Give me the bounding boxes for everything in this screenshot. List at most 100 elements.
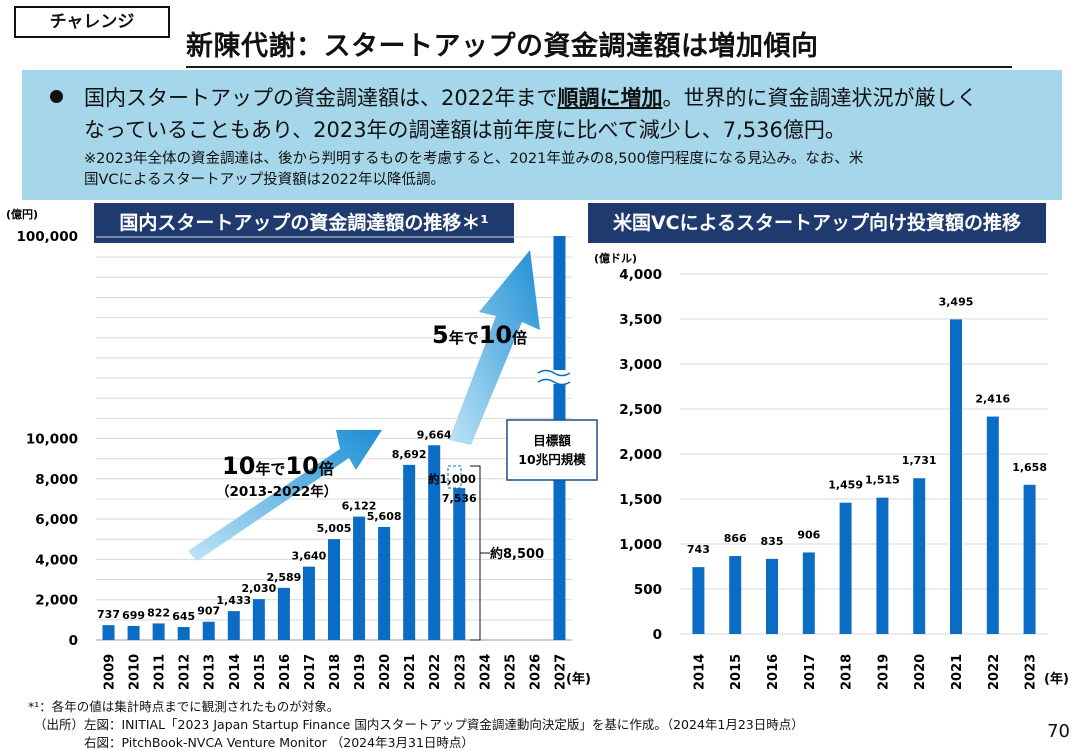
right-ytick-label: 4,000 — [619, 267, 662, 283]
source-right: 右図：PitchBook-NVCA Venture Monitor （2024年… — [84, 735, 474, 750]
right-xtick-label: 2014 — [692, 654, 707, 690]
right-value-label: 2,416 — [975, 393, 1010, 406]
arrow-5y-label: 5年で10倍 — [432, 321, 527, 349]
axis-break — [536, 370, 572, 384]
left-xtick-label: 2011 — [153, 654, 168, 690]
arrow-5y-end: 倍 — [512, 329, 527, 347]
left-xtick-label: 2026 — [528, 654, 543, 690]
projection-dashed-box — [447, 465, 462, 489]
left-bar-2011 — [152, 623, 165, 640]
left-ytick-label: 6,000 — [35, 512, 78, 528]
left-xtick-label: 2014 — [228, 654, 243, 690]
left-ytick-label: 2,000 — [35, 593, 78, 609]
left-ytick-label: 100,000 — [17, 229, 79, 245]
right-bar-2017 — [802, 552, 815, 634]
left-bar-2009 — [102, 625, 115, 640]
left-ytick-label: 10,000 — [26, 432, 78, 448]
left-bar-2015 — [252, 599, 265, 640]
arrow-10y-mid: 年で — [255, 460, 285, 478]
summary-note-2: 国VCによるスタートアップ投資額は2022年以降低調。 — [84, 172, 446, 188]
left-value-label: 737 — [97, 608, 120, 621]
right-xtick-label: 2017 — [803, 654, 818, 690]
left-value-label: 7,536 — [442, 492, 477, 505]
left-xtick-label: 2025 — [503, 654, 518, 690]
target-line-1: 目標額 — [533, 433, 571, 448]
left-xtick-label: 2012 — [178, 654, 193, 690]
growth-arrow-10y-body — [188, 430, 382, 561]
source-left: （出所）左図：INITIAL「2023 Japan Startup Financ… — [34, 717, 804, 732]
right-bar-2014 — [692, 567, 705, 634]
left-bar-2016 — [277, 587, 290, 640]
target-box — [506, 419, 598, 481]
left-value-label: 5,608 — [367, 510, 402, 523]
left-value-label: 699 — [122, 609, 145, 622]
left-ytick-label: 4,000 — [35, 552, 78, 568]
left-year-unit: (年) — [566, 671, 591, 687]
left-ytick-label: 8,000 — [35, 472, 78, 488]
left-xtick-label: 2021 — [403, 654, 418, 690]
right-ytick-label: 3,500 — [619, 312, 662, 328]
left-xtick-label: 2019 — [353, 654, 368, 690]
challenge-tag: チャレンジ — [14, 6, 170, 38]
left-bar-2017 — [302, 566, 315, 640]
right-xtick-label: 2021 — [950, 654, 965, 690]
left-bar-2014 — [227, 611, 240, 640]
left-xtick-label: 2018 — [328, 654, 343, 690]
left-value-label: 645 — [172, 610, 195, 623]
right-value-label: 743 — [687, 543, 710, 556]
arrow-5y-mid: 年で — [449, 329, 479, 347]
left-value-label: 6,122 — [342, 500, 377, 513]
left-bar-2020 — [378, 526, 391, 640]
summary-line-1: 国内スタートアップの資金調達額は、2022年まで順調に増加。世界的に資金調達状況… — [84, 82, 977, 112]
right-xtick-label: 2022 — [987, 654, 1002, 690]
right-value-label: 1,731 — [902, 454, 937, 467]
right-value-label: 835 — [761, 535, 784, 548]
bullet-icon — [50, 90, 63, 103]
right-bar-2016 — [766, 558, 778, 634]
left-bar-2013 — [202, 621, 215, 640]
page-title: 新陳代謝：スタートアップの資金調達額は増加傾向 — [186, 31, 819, 62]
approx-8500-label: 約8,500 — [490, 546, 544, 562]
page-number: 70 — [1047, 721, 1070, 742]
axis-break-wave-top — [537, 369, 571, 377]
summary-line-1-post: 。世界的に資金調達状況が厳しく — [662, 86, 978, 110]
left-xtick-label: 2027 — [553, 654, 568, 690]
title-underline — [186, 66, 1012, 68]
right-ytick-label: 2,000 — [619, 447, 662, 463]
right-value-label: 1,459 — [828, 479, 863, 492]
footnote: *¹：各年の値は集計時点までに観測されたものが対象。 — [28, 699, 340, 714]
summary-line-1-pre: 国内スタートアップの資金調達額は、2022年まで — [84, 86, 558, 110]
left-xtick-label: 2023 — [453, 654, 468, 690]
right-ytick-label: 1,500 — [619, 492, 662, 508]
right-value-label: 3,495 — [939, 295, 974, 308]
right-xtick-label: 2015 — [729, 654, 744, 690]
left-bar-2010 — [127, 625, 140, 640]
arrow-10y-num2: 10 — [285, 452, 318, 480]
arrow-10y-label: 10年で10倍 — [222, 452, 334, 480]
left-ytick-label: 0 — [69, 633, 78, 649]
right-year-unit: (年) — [1044, 671, 1069, 687]
arrow-5y-num2: 10 — [479, 321, 512, 349]
left-value-label: 8,692 — [392, 448, 427, 461]
right-xtick-label: 2016 — [766, 654, 781, 690]
left-bar-2018 — [328, 539, 340, 640]
right-xtick-label: 2019 — [876, 654, 891, 690]
arrow-10y-end: 倍 — [319, 460, 334, 478]
right-bar-2023 — [1023, 484, 1036, 634]
left-xtick-label: 2017 — [303, 654, 318, 690]
left-bar-2022 — [428, 445, 441, 640]
right-unit-label: (億ドル) — [594, 251, 637, 265]
arrow-10y-num1: 10 — [222, 452, 255, 480]
left-xtick-label: 2016 — [278, 654, 293, 690]
right-value-label: 906 — [797, 528, 820, 541]
right-value-label: 1,515 — [865, 474, 900, 487]
growth-arrow-5y — [449, 250, 540, 445]
arrow-10y-sub: （2013-2022年） — [216, 483, 337, 500]
left-xtick-label: 2024 — [478, 654, 493, 690]
left-value-label: 3,640 — [292, 550, 327, 563]
summary-note-1: ※2023年全体の資金調達は、後から判明するものを考慮すると、2021年並みの8… — [84, 151, 864, 167]
left-value-label: 2,589 — [266, 571, 301, 584]
right-ytick-label: 0 — [653, 627, 662, 643]
summary-highlight: 順調に増加 — [557, 86, 663, 110]
